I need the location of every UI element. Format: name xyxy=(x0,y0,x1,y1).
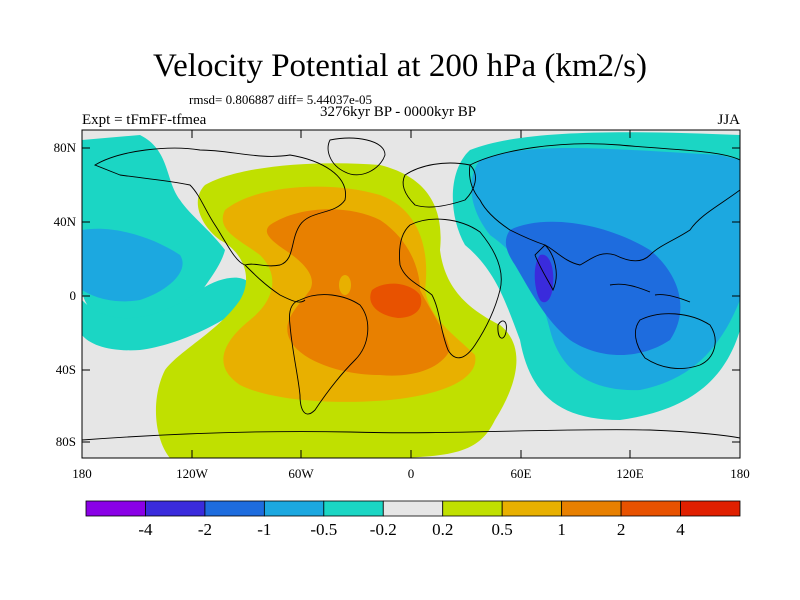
lon-label-120w: 120W xyxy=(176,466,208,481)
colorbar-swatch xyxy=(680,500,741,517)
lat-label-80n: 80N xyxy=(53,140,76,155)
lat-label-80s: 80S xyxy=(55,434,76,449)
dark-blue-core xyxy=(534,254,554,303)
colorbar-label: -2 xyxy=(197,520,212,539)
colorbar-swatch xyxy=(85,500,146,517)
lon-label-180w: 180 xyxy=(72,466,92,481)
experiment-label: Expt = tFmFF-tfmea xyxy=(82,112,207,128)
period-text: 3276kyr BP - 0000kyr BP xyxy=(320,104,477,120)
colorbar-label: 0.2 xyxy=(432,520,454,539)
colorbar-swatch xyxy=(263,500,325,517)
colorbar-label: 0.5 xyxy=(491,520,513,539)
lon-label-120e: 120E xyxy=(616,466,644,481)
positive-region-orange xyxy=(266,209,450,376)
lat-label-40s: 40S xyxy=(55,362,76,377)
season-label: JJA xyxy=(717,112,740,128)
lat-label-0: 0 xyxy=(69,288,77,303)
colorbar-swatch xyxy=(145,500,206,517)
lat-ticks xyxy=(82,147,740,443)
lon-label-60e: 60E xyxy=(510,466,532,481)
colorbar-swatch xyxy=(204,500,265,517)
colorbar-swatch xyxy=(501,500,563,517)
lon-label-180e: 180 xyxy=(730,466,750,481)
lon-ticks xyxy=(81,130,741,458)
light-blue-west xyxy=(82,228,183,302)
map-field xyxy=(82,130,740,458)
mid-blue-east xyxy=(505,221,681,355)
coastlines xyxy=(82,137,740,441)
colorbar-label: -4 xyxy=(138,520,153,539)
colorbar-label: 2 xyxy=(616,520,626,539)
colorbar xyxy=(85,500,741,517)
colorbar-swatch xyxy=(382,500,444,517)
colorbar-swatch xyxy=(442,500,503,517)
map-title: Velocity Potential at 200 hPa (km2/s) xyxy=(152,48,648,84)
positive-core-red xyxy=(370,283,422,318)
lon-label-60w: 60W xyxy=(288,466,314,481)
colorbar-label: -0.5 xyxy=(310,520,338,539)
colorbar-label: 4 xyxy=(676,520,685,539)
light-spot xyxy=(339,275,351,295)
lon-label-0: 0 xyxy=(407,466,415,481)
colorbar-label: -0.2 xyxy=(369,520,397,539)
colorbar-swatch xyxy=(561,500,622,517)
stats-text: rmsd= 0.806887 diff= 5.44037e-05 xyxy=(189,92,373,107)
colorbar-swatch xyxy=(323,500,384,517)
teal-tail-west xyxy=(82,277,252,351)
colorbar-label: 1 xyxy=(557,520,566,539)
colorbar-swatch xyxy=(620,500,681,517)
lat-label-40n: 40N xyxy=(53,214,76,229)
colorbar-label: -1 xyxy=(257,520,272,539)
